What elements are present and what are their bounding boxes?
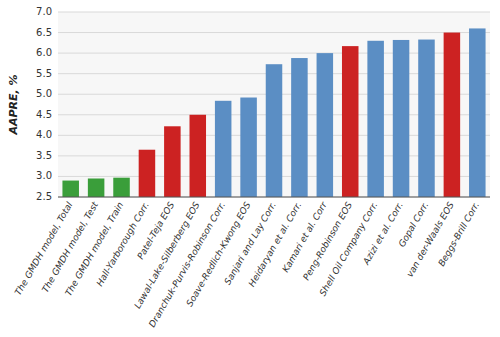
bars: [62, 28, 485, 197]
y-tick-label: 3.5: [36, 150, 52, 161]
x-tick-label: Kamari et al. Corr: [280, 199, 329, 274]
bar: [164, 126, 181, 197]
bar: [418, 40, 435, 197]
bar: [240, 98, 257, 197]
grid-line: [58, 197, 490, 198]
bar: [317, 53, 334, 197]
grid-line: [58, 12, 490, 13]
bar: [139, 150, 156, 197]
y-tick-label: 2.5: [36, 191, 52, 202]
y-tick-label: 4.0: [36, 129, 52, 140]
bar: [469, 28, 486, 197]
grid: [58, 12, 490, 197]
y-axis: 2.5 3.0 3.5 4.0 4.5 5.0 5.5 6.0 6.5 7.0: [36, 6, 52, 202]
bar: [291, 58, 308, 197]
bar: [113, 178, 130, 197]
bar: [367, 41, 384, 197]
y-axis-label: AAPRE, %: [7, 74, 20, 135]
x-tick-label: Azizi et al. Corr.: [361, 200, 405, 267]
bar: [393, 40, 410, 197]
y-tick-label: 7.0: [36, 6, 52, 17]
y-tick-label: 6.0: [36, 47, 52, 58]
y-tick-label: 5.0: [36, 88, 52, 99]
x-tick-label: Beggs-Brill Corr.: [436, 200, 481, 268]
x-axis-line: [58, 197, 490, 198]
x-tick-label: van der-Waals EOS: [405, 200, 456, 279]
chart: 2.5 3.0 3.5 4.0 4.5 5.0 5.5 6.0 6.5 7.0 The GMDH m…: [0, 0, 500, 337]
bar: [62, 181, 79, 197]
x-axis: The GMDH model, TotalThe GMDH model, Tes…: [13, 199, 481, 329]
grid-line: [58, 32, 490, 33]
bar: [88, 179, 105, 198]
bar: [215, 101, 232, 197]
bar: [190, 115, 207, 197]
bar: [444, 33, 461, 197]
bar: [266, 64, 283, 197]
y-tick-label: 4.5: [36, 109, 52, 120]
plot-background: [58, 12, 490, 197]
y-tick-label: 6.5: [36, 27, 52, 38]
y-tick-label: 5.5: [36, 68, 52, 79]
bar: [342, 46, 359, 197]
y-tick-label: 3.0: [36, 170, 52, 181]
